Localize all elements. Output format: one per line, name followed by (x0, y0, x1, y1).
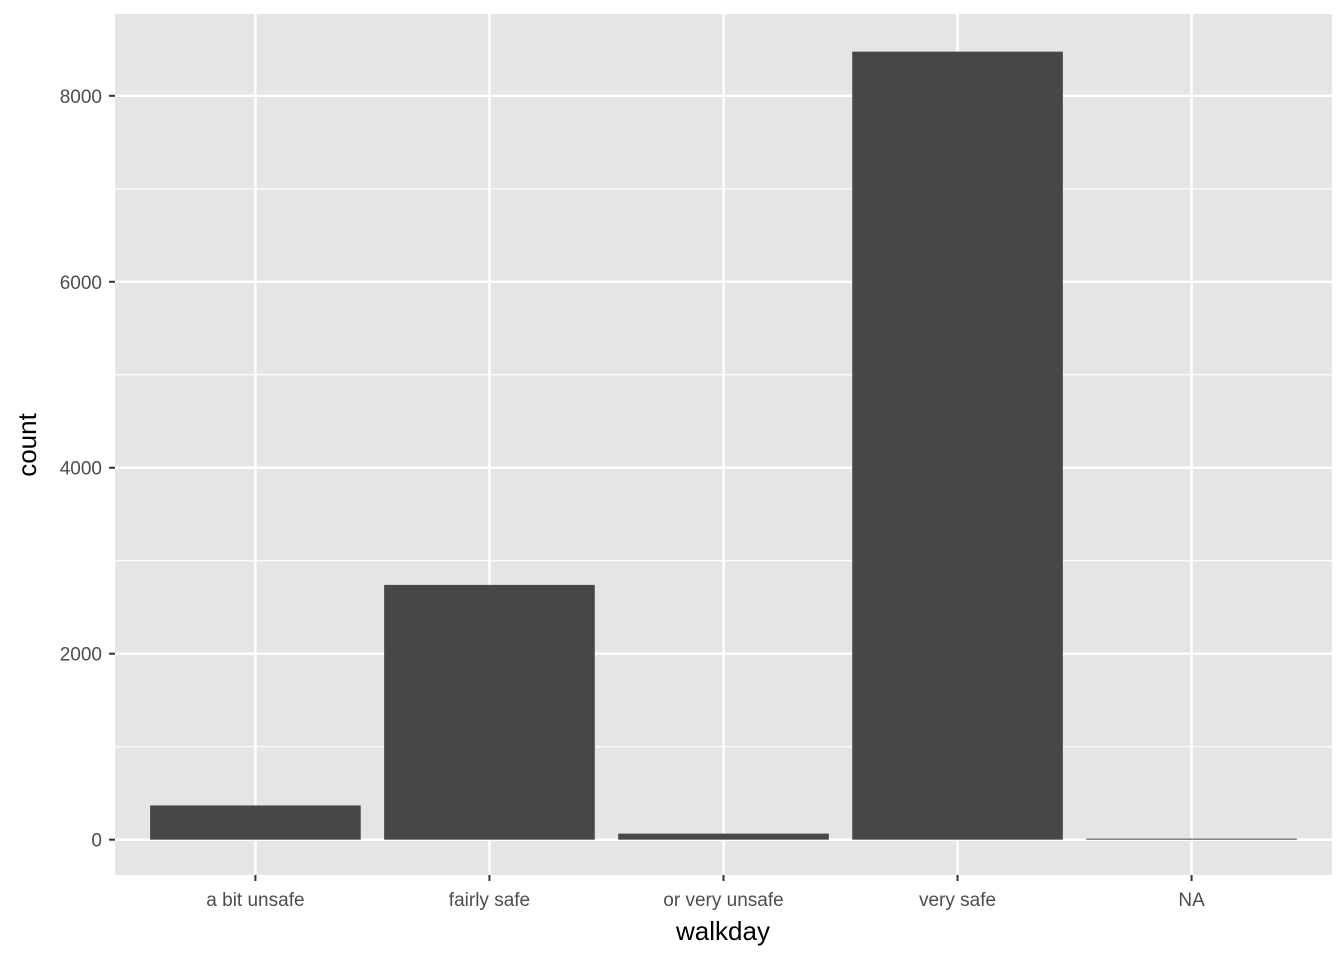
y-tick-label: 0 (91, 831, 102, 852)
bar-very-safe (852, 51, 1063, 840)
bar-fairly-safe (384, 584, 595, 840)
x-tick-label: NA (1178, 890, 1205, 911)
bar-or-very-unsafe (618, 833, 829, 840)
x-axis-label: walkday (675, 916, 770, 946)
y-tick-label: 4000 (60, 459, 102, 480)
y-tick-label: 2000 (60, 645, 102, 666)
x-tick-label: a bit unsafe (206, 890, 304, 911)
bar-a-bit-unsafe (150, 805, 361, 840)
x-axis: a bit unsafe fairly safe or very unsafe ver… (206, 875, 1205, 911)
bar-na (1086, 838, 1297, 840)
bars (150, 51, 1297, 840)
x-tick-label: very safe (919, 890, 996, 911)
y-tick-label: 6000 (60, 273, 102, 294)
y-axis-label: count (12, 412, 42, 476)
x-tick-label: or very unsafe (663, 890, 783, 911)
y-tick-label: 8000 (60, 87, 102, 108)
y-axis: 0 2000 4000 6000 8000 (60, 87, 115, 852)
x-tick-label: fairly safe (449, 890, 530, 911)
